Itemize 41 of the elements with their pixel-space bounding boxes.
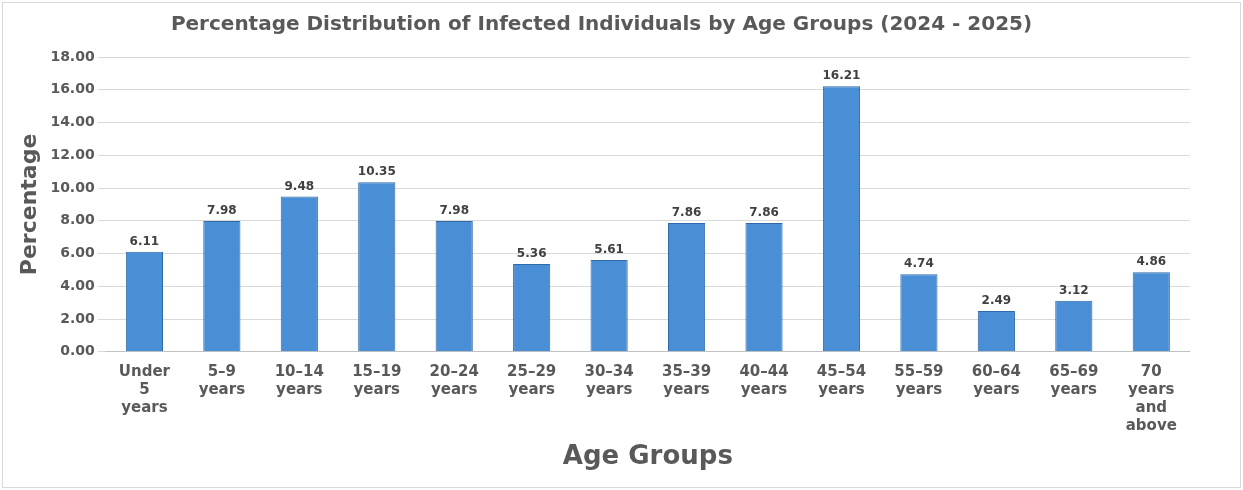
y-tick-label: 6.00 <box>60 244 95 261</box>
data-label: 7.98 <box>207 203 237 218</box>
x-tick-label: 60–64 years <box>971 361 1021 398</box>
data-label: 7.86 <box>749 205 779 220</box>
x-tick-label: 65–69 years <box>1049 361 1099 398</box>
x-tick-label: 10–14 years <box>274 361 324 398</box>
data-label: 3.12 <box>1059 282 1089 297</box>
y-tick-label: 18.00 <box>50 47 95 64</box>
data-label: 7.86 <box>671 205 702 220</box>
x-tick-label: 55–59 years <box>894 361 944 398</box>
x-tick-label: 35–39 years <box>661 361 712 398</box>
y-tick-label: 2.00 <box>60 309 95 326</box>
x-tick-label: 70 years and above <box>1125 361 1177 434</box>
x-axis-title: Age Groups <box>562 440 733 471</box>
y-tick-label: 16.00 <box>50 80 95 97</box>
data-label: 4.86 <box>1136 254 1167 269</box>
y-axis-title: Percentage <box>15 133 41 276</box>
data-label: 16.21 <box>822 68 861 83</box>
data-label: 10.35 <box>357 164 396 179</box>
y-tick-label: 12.00 <box>50 145 95 162</box>
x-tick-label: 40–44 years <box>739 361 789 398</box>
x-tick-label: Under 5 years <box>118 361 171 416</box>
data-label: 4.74 <box>904 256 934 271</box>
data-label: 2.49 <box>981 293 1012 308</box>
y-tick-label: 10.00 <box>50 178 95 195</box>
x-tick-label: 45–54 years <box>816 361 867 398</box>
data-label: 5.36 <box>516 246 547 261</box>
data-label: 6.11 <box>129 233 160 248</box>
y-tick-label: 4.00 <box>60 276 95 293</box>
data-label: 5.61 <box>594 242 624 257</box>
x-tick-label: 20–24 years <box>429 361 479 398</box>
data-label: 7.98 <box>439 203 470 218</box>
x-tick-label: 5–9 years <box>198 361 246 398</box>
y-tick-label: 14.00 <box>50 113 95 130</box>
chart-title: Percentage Distribution of Infected Individuals by Age Groups (2024 - 2025) <box>170 11 1033 36</box>
x-tick-label: 15–19 years <box>352 361 402 398</box>
y-tick-label: 0.00 <box>60 342 95 359</box>
x-tick-label: 25–29 years <box>507 361 557 398</box>
data-label: 9.48 <box>284 178 315 193</box>
y-tick-label: 8.00 <box>60 211 95 228</box>
x-tick-label: 30–34 years <box>584 361 634 398</box>
